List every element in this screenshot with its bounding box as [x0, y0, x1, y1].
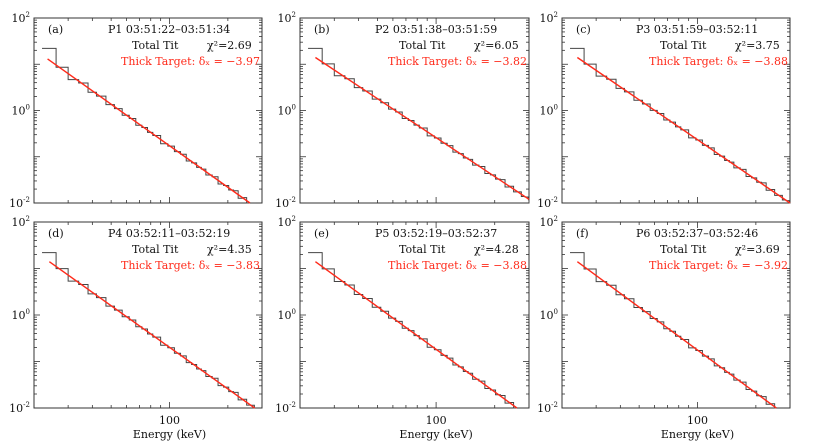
thick-target-delta-label: Thick Target: δₓ = −3.92	[649, 259, 788, 272]
y-tick-label-1e0: 100	[278, 104, 296, 118]
thick-target-fit-line	[576, 261, 777, 409]
x-axis-label: Energy (keV)	[133, 428, 206, 441]
model-label: Total Tit	[399, 243, 446, 256]
y-tick-label-1e-2: 10-2	[537, 401, 558, 415]
interval-time-label: P4 03:52:11–03:52:19	[108, 227, 230, 240]
interval-time-label: P5 03:52:19–03:52:37	[375, 227, 497, 240]
model-label: Total Tit	[399, 39, 446, 52]
x-axis-label: Energy (keV)	[399, 428, 472, 441]
panel-a: 102 100 10-2 (a) P1 03:51:22–03:51:34 Total T…	[9, 11, 263, 210]
interval-time-label: P1 03:51:22–03:51:34	[108, 23, 230, 36]
thick-target-delta-label: Thick Target: δₓ = −3.88	[388, 259, 527, 272]
y-tick-label-1e0: 100	[12, 104, 30, 118]
model-label: Total Tit	[132, 243, 179, 256]
chi-squared-label: χ²=6.05	[474, 39, 519, 52]
panel-b: 102 100 10-2 (b) P2 03:51:38–03:51:59 Total T…	[275, 11, 530, 210]
chi-squared-label: χ²=3.75	[735, 39, 780, 52]
y-tick-label-1e2: 102	[12, 215, 30, 229]
interval-time-label: P6 03:52:37–03:52:46	[636, 227, 758, 240]
y-tick-label-1e2: 102	[278, 215, 296, 229]
interval-time-label: P2 03:51:38–03:51:59	[375, 23, 497, 36]
observed-spectrum-histogram	[42, 47, 250, 204]
thick-target-fit-line	[48, 261, 256, 409]
y-tick-label-1e0: 100	[12, 308, 30, 322]
thick-target-delta-label: Thick Target: δₓ = −3.82	[388, 55, 527, 68]
model-label: Total Tit	[660, 39, 707, 52]
thick-target-delta-label: Thick Target: δₓ = −3.88	[649, 55, 788, 68]
x-tick-label-100: 100	[687, 414, 708, 427]
panel-label: (e)	[314, 227, 329, 240]
y-tick-label-1e-2: 10-2	[9, 401, 30, 415]
panel-label: (f)	[576, 227, 589, 240]
model-label: Total Tit	[132, 39, 179, 52]
y-tick-label-1e2: 102	[540, 215, 558, 229]
y-tick-label-1e-2: 10-2	[275, 401, 296, 415]
thick-target-fit-line	[47, 58, 251, 204]
observed-spectrum-histogram	[308, 47, 530, 203]
y-tick-label-1e-2: 10-2	[9, 196, 30, 210]
y-tick-label-1e0: 100	[540, 308, 558, 322]
panel-label: (a)	[48, 23, 63, 36]
y-tick-label-1e-2: 10-2	[275, 196, 296, 210]
chi-squared-label: χ²=4.35	[207, 243, 252, 256]
thick-target-delta-label: Thick Target: δₓ = −3.97	[121, 55, 260, 68]
panel-c: 102 100 10-2 (c) P3 03:51:59–03:52:11 Total T…	[537, 11, 791, 210]
y-tick-label-1e-2: 10-2	[537, 196, 558, 210]
interval-time-label: P3 03:51:59–03:52:11	[636, 23, 758, 36]
thick-target-delta-label: Thick Target: δₓ = −3.83	[121, 259, 260, 272]
panel-label: (d)	[48, 227, 64, 240]
y-tick-label-1e0: 100	[278, 308, 296, 322]
x-tick-label-100: 100	[426, 414, 447, 427]
model-label: Total Tit	[660, 243, 707, 256]
y-tick-label-1e0: 100	[540, 104, 558, 118]
chi-squared-label: χ²=4.28	[474, 243, 519, 256]
y-tick-label-1e2: 102	[12, 11, 30, 25]
x-tick-label-100: 100	[159, 414, 180, 427]
thick-target-fit-line	[576, 56, 791, 204]
y-tick-label-1e2: 102	[540, 11, 558, 25]
panel-label: (b)	[314, 23, 330, 36]
panel-label: (c)	[576, 23, 591, 36]
thick-target-fit-line	[315, 261, 518, 409]
chi-squared-label: χ²=3.69	[735, 243, 780, 256]
thick-target-fit-line	[315, 56, 530, 200]
x-axis-label: Energy (keV)	[661, 428, 734, 441]
chi-squared-label: χ²=2.69	[207, 39, 252, 52]
y-tick-label-1e2: 102	[278, 11, 296, 25]
